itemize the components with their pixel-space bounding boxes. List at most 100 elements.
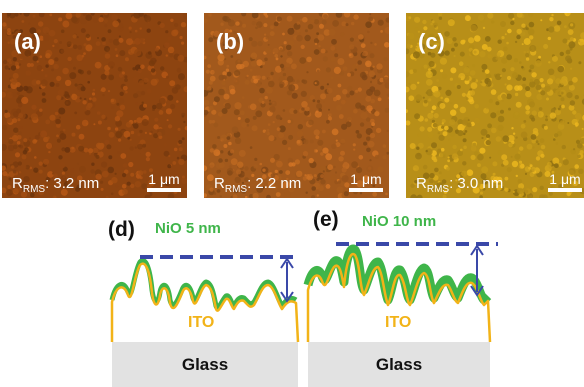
afm-grain [233,30,237,35]
afm-grain [351,161,358,169]
afm-grain [168,154,171,158]
afm-grain [83,147,89,153]
nio-film-e [303,244,492,305]
afm-grain [167,164,172,169]
afm-grain [62,20,70,28]
afm-grain [32,187,38,193]
afm-grain [511,160,519,168]
afm-grain [507,28,512,34]
afm-grain [143,103,147,108]
afm-grain [330,76,334,80]
afm-grain [184,126,187,131]
afm-grain [510,155,513,158]
afm-grain [224,58,227,61]
afm-grain [311,195,316,198]
afm-grain [217,111,223,117]
afm-grain [218,74,225,81]
afm-grain [428,60,435,68]
afm-grain [425,148,433,156]
afm-grain [453,54,456,58]
afm-grain [452,37,457,42]
afm-grain [347,85,353,91]
afm-grain [540,153,545,158]
afm-grain [414,46,417,49]
afm-grain [317,145,323,151]
afm-grain [269,106,276,113]
afm-grain [93,18,98,23]
afm-grain [6,117,13,123]
afm-grain [108,155,113,160]
afm-grain [472,186,480,194]
afm-grain [435,36,440,41]
afm-grain [485,107,489,110]
afm-grain [139,27,142,30]
afm-grain [419,35,425,40]
afm-grain [320,93,327,100]
afm-grain [31,79,38,86]
afm-grain [112,38,120,46]
afm-grain [313,19,320,25]
afm-grain [480,173,487,180]
afm-grain [72,44,78,50]
afm-grain [118,138,122,142]
afm-grain [28,137,32,140]
afm-grain [234,70,241,77]
afm-grain [108,38,113,43]
afm-grain [228,141,232,146]
afm-grain [356,133,362,139]
afm-grain [163,150,170,157]
afm-grain [369,132,376,139]
afm-grain [244,118,250,124]
afm-grain [58,116,62,119]
afm-grain [319,23,324,29]
afm-grain [524,172,528,175]
afm-grain [47,171,54,178]
afm-grain [535,84,542,91]
afm-grain [136,117,143,124]
afm-grain [467,96,474,103]
afm-grain [564,25,567,29]
afm-grain [238,149,246,157]
afm-grain [259,87,265,94]
height-arrowhead-top-e [470,244,484,256]
afm-grain [91,92,96,96]
afm-grain [351,21,355,26]
afm-grain [134,29,138,33]
afm-grain [152,104,157,110]
afm-grain [477,153,484,161]
afm-grain [211,120,216,124]
afm-grain [251,125,258,132]
afm-grain [140,150,145,155]
afm-grain [426,89,434,97]
afm-grain [440,147,445,152]
afm-grain [453,103,459,109]
afm-grain [249,68,253,72]
afm-grain [181,178,187,184]
afm-grain [441,119,446,123]
afm-grain [333,66,341,74]
afm-grain [385,192,388,196]
afm-grain [233,48,236,51]
afm-grain [11,31,14,35]
afm-grain [93,147,99,154]
afm-grain [15,65,20,69]
afm-grain [574,112,582,120]
afm-grain [98,17,104,23]
afm-grain [38,189,45,196]
afm-grain [508,107,511,111]
afm-grain [241,181,245,184]
afm-grain [28,22,31,25]
afm-grain [107,61,115,69]
afm-grain [42,34,50,42]
afm-grain [547,68,555,76]
afm-grain [223,46,228,51]
afm-grain [458,77,461,81]
afm-grain [227,19,235,27]
afm-grain [523,38,531,45]
afm-grain [261,101,265,104]
afm-grain [132,76,139,83]
afm-grain [537,111,544,118]
afm-grain [251,40,258,47]
afm-grain [250,52,258,60]
afm-grain [322,170,325,173]
